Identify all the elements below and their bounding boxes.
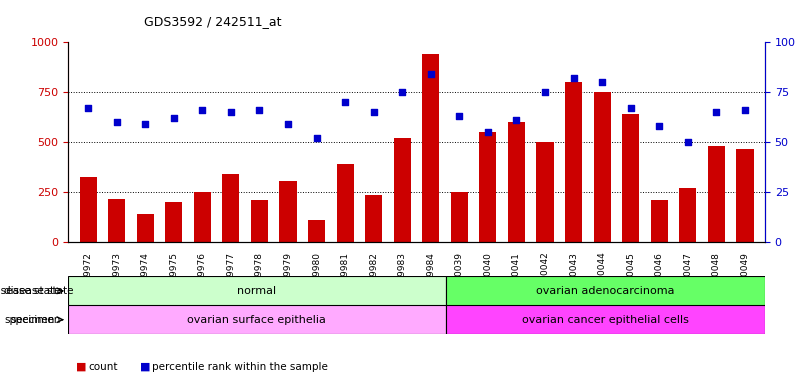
Bar xyxy=(365,195,382,242)
Text: ■: ■ xyxy=(140,362,151,372)
Bar xyxy=(445,276,765,305)
Text: normal: normal xyxy=(237,286,276,296)
Bar xyxy=(537,142,553,242)
Text: ovarian adenocarcinoma: ovarian adenocarcinoma xyxy=(536,286,674,296)
Bar xyxy=(594,92,610,242)
Bar xyxy=(508,122,525,242)
Text: count: count xyxy=(88,362,118,372)
Bar xyxy=(336,164,354,242)
Point xyxy=(82,105,95,111)
Text: specimen: specimen xyxy=(4,314,54,325)
Point xyxy=(596,79,609,85)
Point xyxy=(282,121,295,127)
Bar xyxy=(251,200,268,242)
Bar xyxy=(565,82,582,242)
Point xyxy=(224,109,237,115)
Point xyxy=(653,123,666,129)
Point xyxy=(396,89,409,95)
Bar xyxy=(479,132,497,242)
Point xyxy=(710,109,723,115)
Bar xyxy=(223,174,239,242)
Text: ovarian surface epithelia: ovarian surface epithelia xyxy=(187,314,326,325)
Point xyxy=(368,109,380,115)
Bar xyxy=(68,305,445,334)
Bar xyxy=(445,305,765,334)
Bar xyxy=(79,177,97,242)
Text: disease state: disease state xyxy=(0,286,61,296)
Point xyxy=(481,129,494,135)
Point xyxy=(739,107,751,113)
Bar xyxy=(451,192,468,242)
Text: ovarian cancer epithelial cells: ovarian cancer epithelial cells xyxy=(521,314,689,325)
Point xyxy=(253,107,266,113)
Point xyxy=(425,71,437,77)
Text: GDS3592 / 242511_at: GDS3592 / 242511_at xyxy=(144,15,282,28)
Bar xyxy=(68,276,445,305)
Bar xyxy=(650,200,668,242)
Bar xyxy=(137,214,154,242)
Bar xyxy=(736,149,754,242)
Point xyxy=(453,113,465,119)
Bar xyxy=(165,202,183,242)
Point xyxy=(196,107,209,113)
Bar xyxy=(194,192,211,242)
Text: specimen: specimen xyxy=(10,314,61,325)
Text: percentile rank within the sample: percentile rank within the sample xyxy=(152,362,328,372)
Text: disease state: disease state xyxy=(4,286,74,296)
Bar xyxy=(393,138,411,242)
Bar xyxy=(422,54,440,242)
Point xyxy=(167,115,180,121)
Point xyxy=(510,117,523,123)
Point xyxy=(682,139,694,145)
Point xyxy=(339,99,352,105)
Bar xyxy=(108,199,125,242)
Point xyxy=(139,121,151,127)
Bar xyxy=(679,188,696,242)
Text: ■: ■ xyxy=(76,362,87,372)
Point xyxy=(111,119,123,125)
Bar xyxy=(622,114,639,242)
Point xyxy=(310,135,323,141)
Bar xyxy=(280,181,296,242)
Point xyxy=(538,89,551,95)
Bar xyxy=(308,220,325,242)
Point xyxy=(567,75,580,81)
Point xyxy=(624,105,637,111)
Bar xyxy=(708,146,725,242)
